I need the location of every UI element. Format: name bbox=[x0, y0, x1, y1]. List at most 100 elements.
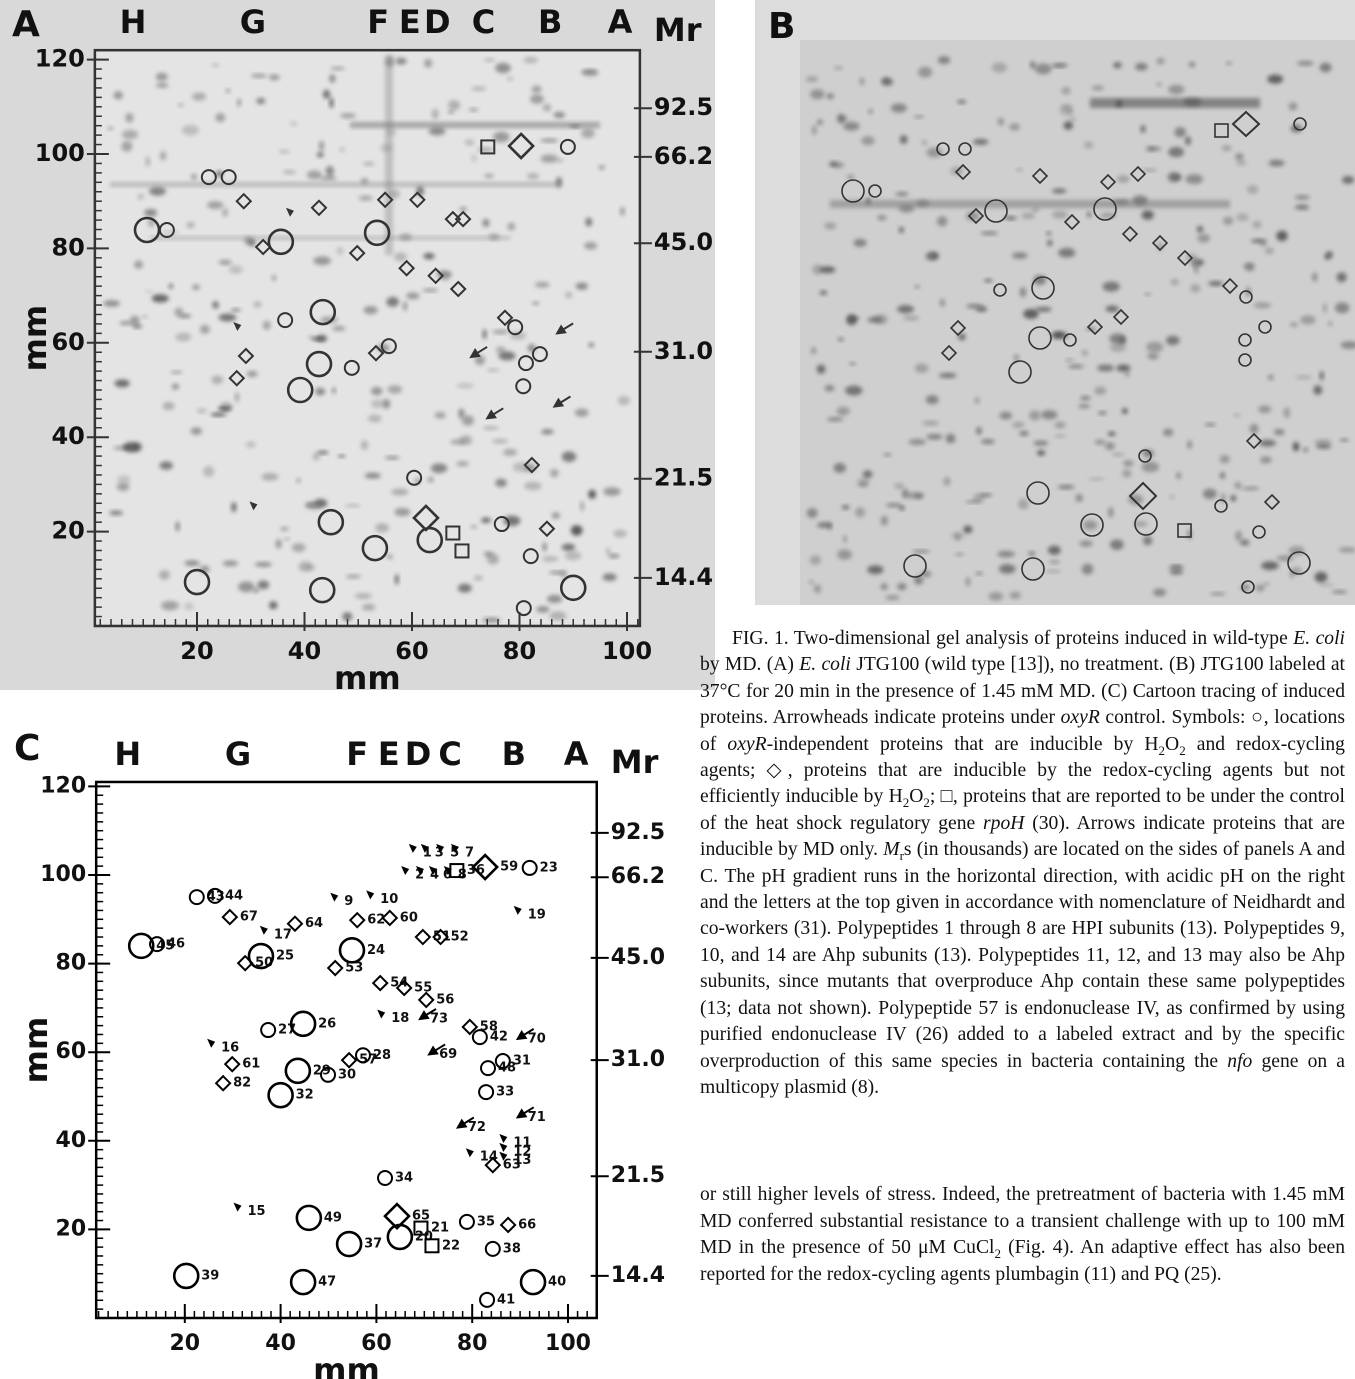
gel-blob bbox=[1141, 461, 1160, 473]
gel-blob bbox=[471, 154, 477, 163]
mr-tick-label: 21.5 bbox=[611, 1163, 665, 1188]
spot-diamond bbox=[454, 210, 472, 228]
spot-label: 11 bbox=[513, 1136, 531, 1151]
gel-blob bbox=[1028, 551, 1036, 556]
spot-label: 46 bbox=[167, 937, 185, 952]
ph-letter: H bbox=[114, 735, 141, 773]
gel-blob bbox=[530, 94, 544, 104]
gel-blob bbox=[1255, 584, 1265, 592]
spot-circle bbox=[363, 219, 391, 247]
gel-blob bbox=[605, 548, 611, 554]
spot-label: 71 bbox=[528, 1110, 546, 1125]
gel-blob bbox=[903, 315, 920, 321]
gel-blob bbox=[210, 412, 227, 417]
gel-blob bbox=[897, 304, 914, 314]
gel-blob bbox=[810, 89, 825, 100]
gel-blob bbox=[1233, 413, 1241, 418]
spot-label: 59 bbox=[500, 860, 518, 875]
gel-blob bbox=[812, 264, 824, 275]
mr-tick-label: 66.2 bbox=[611, 864, 665, 889]
panel-b-circle bbox=[1028, 326, 1052, 350]
gel-blob bbox=[1023, 308, 1039, 319]
gel-blob bbox=[1004, 216, 1017, 220]
gel-blob bbox=[564, 551, 582, 561]
text-run: -independent proteins that are inducible… bbox=[766, 733, 1159, 755]
gel-blob bbox=[1300, 315, 1316, 325]
spot-circle bbox=[515, 600, 532, 617]
gel-blob bbox=[809, 555, 822, 566]
gel-blob bbox=[846, 174, 855, 180]
gel-blob bbox=[1219, 454, 1230, 464]
gel-blob bbox=[1187, 440, 1193, 450]
text-run: (30). Arrows indicate proteins that are … bbox=[700, 812, 1345, 861]
panel-b-circle bbox=[1238, 353, 1252, 367]
spot-circle bbox=[149, 936, 166, 953]
text-run: ; □, proteins that are reported to be un… bbox=[700, 786, 1345, 834]
gel-blob bbox=[1242, 486, 1260, 491]
gel-blob bbox=[280, 526, 289, 531]
spot-arrowhead bbox=[499, 1142, 508, 1152]
gel-blob bbox=[1063, 121, 1073, 130]
gel-blob bbox=[316, 450, 329, 455]
gel-blob bbox=[1222, 216, 1234, 225]
gel-blob bbox=[1174, 127, 1186, 138]
spot-arrow bbox=[455, 1116, 475, 1129]
gel-blob bbox=[966, 303, 984, 309]
gel-blob bbox=[1267, 74, 1284, 84]
gel-blob bbox=[370, 399, 385, 409]
gel-blob bbox=[999, 411, 1013, 420]
spot-circle bbox=[127, 932, 155, 960]
gel-blob bbox=[170, 370, 183, 374]
spot-label: 73 bbox=[430, 1011, 448, 1026]
spot-label: 70 bbox=[528, 1031, 546, 1046]
mr-tick-label: 92.5 bbox=[611, 820, 665, 845]
gel-blob bbox=[1033, 440, 1049, 446]
gel-blob bbox=[980, 231, 999, 236]
text-run: (Fig. 4). An adaptive effect has also be… bbox=[700, 1237, 1345, 1285]
panel-b-circle bbox=[903, 554, 927, 578]
text-run: 2 bbox=[1158, 742, 1166, 758]
gel-blob bbox=[913, 115, 925, 119]
gel-blob bbox=[1052, 331, 1065, 338]
spot-label: 30 bbox=[338, 1067, 356, 1082]
gel-blob bbox=[582, 70, 599, 78]
gel-blob bbox=[428, 476, 434, 483]
gel-blob bbox=[1225, 61, 1233, 66]
gel-blob bbox=[268, 74, 280, 81]
text-run: 2 bbox=[1179, 742, 1186, 758]
spot-circle bbox=[308, 576, 336, 604]
gel-blob bbox=[116, 482, 130, 492]
spot-diamond bbox=[214, 1074, 232, 1092]
spot-circle bbox=[286, 376, 314, 404]
gel-blob bbox=[826, 93, 835, 100]
mr-tick-label: 21.5 bbox=[654, 464, 713, 492]
spot-label: 14 bbox=[480, 1150, 498, 1165]
gel-blob bbox=[482, 328, 487, 340]
text-run: r bbox=[899, 848, 904, 864]
gel-blob bbox=[122, 442, 141, 453]
spot-arrowhead bbox=[428, 866, 437, 875]
gel-blob bbox=[1105, 305, 1119, 313]
spot-circle bbox=[377, 1170, 394, 1187]
y-axis-label: mm bbox=[17, 1017, 55, 1084]
gel-blob bbox=[880, 515, 889, 526]
gel-blob bbox=[550, 468, 559, 478]
gel-streak bbox=[350, 122, 600, 128]
gel-blob bbox=[1239, 539, 1250, 546]
spot-circle bbox=[277, 312, 294, 329]
gel-blob bbox=[1011, 252, 1028, 259]
gel-blob bbox=[1165, 335, 1180, 346]
gel-blob bbox=[1094, 386, 1107, 395]
gel-blob bbox=[841, 505, 850, 510]
gel-blob bbox=[810, 347, 817, 355]
gel-blob bbox=[308, 335, 315, 339]
gel-blob bbox=[312, 452, 321, 461]
gel-blob bbox=[340, 147, 345, 153]
gel-blob bbox=[1104, 442, 1115, 451]
gel-blob bbox=[207, 201, 224, 210]
y-tick-label: 80 bbox=[51, 233, 84, 261]
gel-blob bbox=[464, 139, 475, 146]
gel-blob bbox=[1067, 108, 1074, 116]
spot-arrowhead bbox=[420, 843, 429, 853]
spot-arrowhead bbox=[450, 843, 459, 853]
